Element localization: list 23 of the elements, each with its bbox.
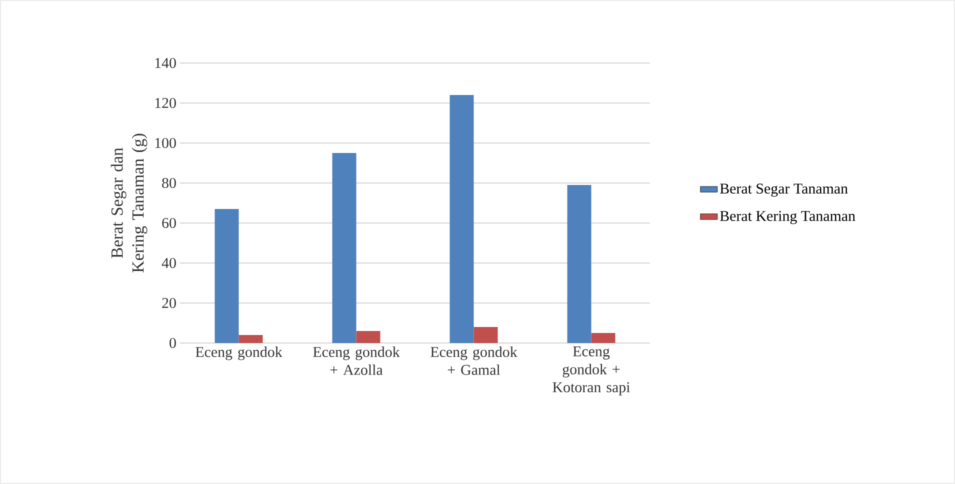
legend-label: Berat Segar Tanaman [720, 184, 848, 197]
bar [356, 330, 380, 343]
y-axis-title: Berat Segar dan Kering Tanaman (g) [110, 134, 148, 272]
x-tick-label: Eceng gondok + Azolla [313, 346, 400, 375]
bar [450, 94, 474, 343]
legend-label: Berat Kering Tanaman [720, 210, 856, 224]
y-tick-label: 0 [170, 338, 176, 348]
bar [567, 184, 592, 343]
bar [474, 326, 498, 343]
bar [332, 152, 356, 343]
y-tick-label: 20 [162, 298, 176, 308]
y-tick-label: 140 [155, 58, 176, 68]
x-tick-label: Eceng gondok [196, 346, 282, 360]
x-tick-label: Eceng gondok + Gamal [430, 346, 518, 375]
y-tick-label: 80 [162, 178, 176, 188]
x-tick-label: Eceng gondok + Kotoran sapi [552, 346, 630, 396]
bar [591, 332, 616, 343]
y-tick-label: 40 [162, 258, 176, 268]
y-tick-label: 60 [162, 218, 176, 228]
bar [238, 334, 263, 343]
bar [214, 208, 239, 343]
y-tick-label: 120 [155, 98, 176, 108]
y-tick-label: 100 [155, 138, 176, 148]
